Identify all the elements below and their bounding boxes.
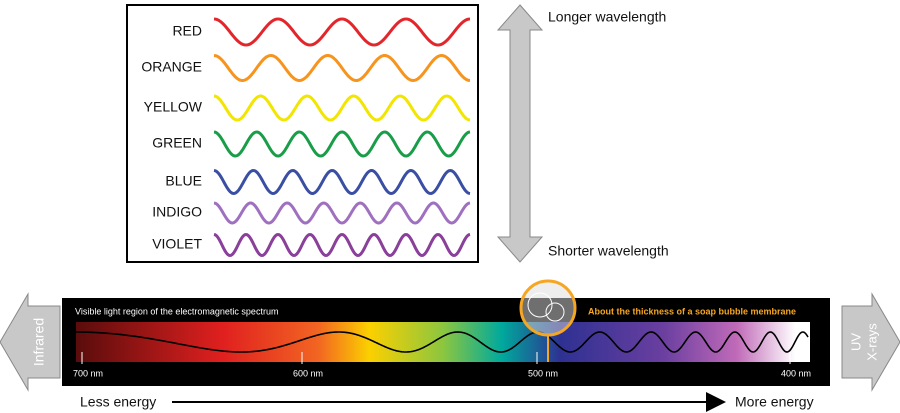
energy-left: Less energy bbox=[80, 394, 156, 410]
color-wave bbox=[213, 53, 471, 83]
tick-label: 400 nm bbox=[781, 368, 811, 378]
color-label: GREEN bbox=[152, 135, 202, 151]
arrow-bottom-label: Shorter wavelength bbox=[548, 243, 669, 259]
color-wave bbox=[213, 17, 471, 47]
color-label: BLUE bbox=[165, 173, 202, 189]
right-arrow-label: X-rays bbox=[864, 323, 879, 361]
right-arrow bbox=[841, 292, 900, 392]
color-label: YELLOW bbox=[144, 99, 203, 115]
spectrum-title: Visible light region of the electromagne… bbox=[75, 306, 278, 316]
tick-label: 600 nm bbox=[293, 368, 323, 378]
tick-list: 700 nm 600 nm 500 nm 400 nm bbox=[73, 352, 811, 378]
wave-list: RED ORANGE YELLOW GREEN BLUE INDIGO VIOLET bbox=[141, 17, 471, 258]
arrow-top-label: Longer wavelength bbox=[548, 9, 666, 25]
left-arrow-label: Infrared bbox=[31, 318, 47, 366]
tick-label: 700 nm bbox=[73, 368, 103, 378]
bubble bbox=[527, 292, 553, 318]
color-wave bbox=[213, 232, 471, 258]
bubble-callout bbox=[519, 279, 577, 337]
tick-label: 500 nm bbox=[528, 368, 558, 378]
color-wave bbox=[213, 94, 471, 122]
energy-right: More energy bbox=[735, 394, 814, 410]
color-wave bbox=[213, 168, 471, 196]
color-label: ORANGE bbox=[141, 59, 202, 75]
color-label: VIOLET bbox=[152, 236, 202, 252]
spectrum-band bbox=[76, 322, 810, 362]
color-label: RED bbox=[172, 23, 202, 39]
color-wave bbox=[213, 130, 471, 158]
bubble bbox=[545, 302, 565, 322]
left-arrow bbox=[0, 292, 61, 392]
color-label: INDIGO bbox=[152, 204, 202, 220]
double-arrow bbox=[496, 4, 544, 263]
spectrum-wave bbox=[76, 331, 809, 353]
color-wave bbox=[213, 201, 471, 225]
callout-text: About the thickness of a soap bubble mem… bbox=[588, 306, 796, 316]
right-arrow-label: UV bbox=[848, 333, 863, 351]
